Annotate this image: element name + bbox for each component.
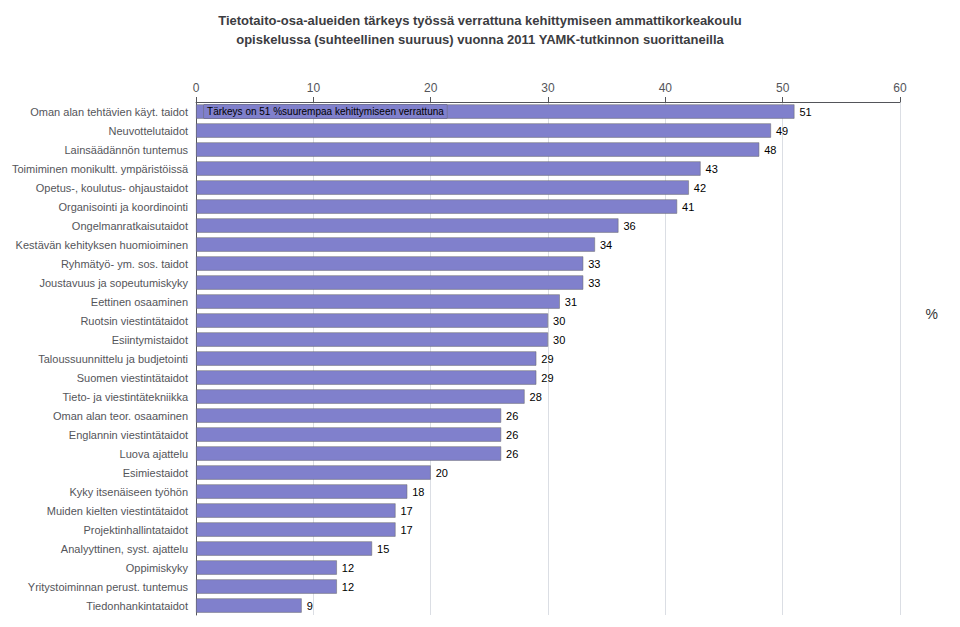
svg-text:34: 34 (600, 239, 612, 251)
svg-text:20: 20 (424, 81, 438, 95)
svg-text:48: 48 (764, 144, 776, 156)
svg-text:31: 31 (565, 296, 577, 308)
svg-text:12: 12 (342, 581, 354, 593)
svg-text:26: 26 (506, 429, 518, 441)
svg-text:Tärkeys on 51 %suurempaa kehit: Tärkeys on 51 %suurempaa kehittymiseen v… (207, 106, 444, 117)
svg-text:50: 50 (776, 81, 790, 95)
svg-text:Ruotsin viestintätaidot: Ruotsin viestintätaidot (80, 315, 188, 327)
svg-text:41: 41 (682, 201, 694, 213)
svg-text:Tiedonhankintataidot: Tiedonhankintataidot (86, 600, 188, 612)
svg-text:Projektinhallintataidot: Projektinhallintataidot (83, 524, 188, 536)
svg-text:Oman alan tehtävien käyt. taid: Oman alan tehtävien käyt. taidot (30, 106, 188, 118)
svg-text:%: % (926, 306, 938, 322)
svg-text:Tietotaito-osa-alueiden tärkey: Tietotaito-osa-alueiden tärkeys työssä v… (218, 13, 742, 28)
svg-text:51: 51 (799, 106, 811, 118)
svg-text:42: 42 (694, 182, 706, 194)
svg-text:Kestävän kehityksen huomioimin: Kestävän kehityksen huomioiminen (16, 239, 188, 251)
svg-text:Ryhmätyö- ym. sos. taidot: Ryhmätyö- ym. sos. taidot (61, 258, 188, 270)
svg-text:0: 0 (193, 81, 200, 95)
svg-text:Muiden kielten viestintätaidot: Muiden kielten viestintätaidot (47, 505, 188, 517)
svg-text:Eettinen osaaminen: Eettinen osaaminen (91, 296, 188, 308)
svg-text:Suomen viestintätaidot: Suomen viestintätaidot (77, 372, 188, 384)
svg-text:36: 36 (623, 220, 635, 232)
svg-text:17: 17 (401, 505, 413, 517)
svg-text:Joustavuus ja sopeutumiskyky: Joustavuus ja sopeutumiskyky (39, 277, 188, 289)
svg-text:Yritystoiminnan perust. tuntem: Yritystoiminnan perust. tuntemus (28, 581, 189, 593)
svg-text:10: 10 (307, 81, 321, 95)
svg-text:9: 9 (307, 600, 313, 612)
svg-text:Lainsäädännön tuntemus: Lainsäädännön tuntemus (65, 144, 189, 156)
svg-text:29: 29 (541, 353, 553, 365)
svg-text:Esimiestaidot: Esimiestaidot (123, 467, 188, 479)
svg-text:49: 49 (776, 125, 788, 137)
svg-text:33: 33 (588, 258, 600, 270)
svg-text:Oman alan teor. osaaminen: Oman alan teor. osaaminen (53, 410, 188, 422)
svg-text:29: 29 (541, 372, 553, 384)
svg-text:Organisointi ja koordinointi: Organisointi ja koordinointi (58, 201, 188, 213)
svg-text:Kyky itsenäiseen työhön: Kyky itsenäiseen työhön (69, 486, 188, 498)
svg-text:12: 12 (342, 562, 354, 574)
svg-text:Esiintymistaidot: Esiintymistaidot (112, 334, 188, 346)
svg-text:Tieto- ja viestintätekniikka: Tieto- ja viestintätekniikka (63, 391, 189, 403)
svg-text:40: 40 (659, 81, 673, 95)
svg-text:15: 15 (377, 543, 389, 555)
svg-text:17: 17 (401, 524, 413, 536)
svg-text:30: 30 (541, 81, 555, 95)
svg-text:Luova ajattelu: Luova ajattelu (120, 448, 189, 460)
svg-text:Toimiminen monikultt. ympärist: Toimiminen monikultt. ympäristöissä (12, 163, 189, 175)
svg-text:Opetus-, koulutus- ohjaustaido: Opetus-, koulutus- ohjaustaidot (36, 182, 188, 194)
svg-text:Ongelmanratkaisutaidot: Ongelmanratkaisutaidot (72, 220, 188, 232)
svg-text:20: 20 (436, 467, 448, 479)
svg-text:60: 60 (893, 81, 907, 95)
svg-text:Englannin viestintätaidot: Englannin viestintätaidot (69, 429, 188, 441)
svg-text:43: 43 (706, 163, 718, 175)
svg-text:Neuvottelutaidot: Neuvottelutaidot (109, 125, 189, 137)
svg-text:33: 33 (588, 277, 600, 289)
svg-text:30: 30 (553, 315, 565, 327)
svg-text:opiskelussa (suhteellinen suur: opiskelussa (suhteellinen suuruus) vuonn… (236, 32, 724, 47)
svg-text:26: 26 (506, 448, 518, 460)
svg-text:26: 26 (506, 410, 518, 422)
svg-text:28: 28 (530, 391, 542, 403)
svg-text:Oppimiskyky: Oppimiskyky (126, 562, 189, 574)
svg-text:Analyyttinen, syst. ajattelu: Analyyttinen, syst. ajattelu (61, 543, 188, 555)
svg-text:18: 18 (412, 486, 424, 498)
svg-text:Taloussuunnittelu ja budjetoin: Taloussuunnittelu ja budjetointi (38, 353, 188, 365)
svg-text:30: 30 (553, 334, 565, 346)
